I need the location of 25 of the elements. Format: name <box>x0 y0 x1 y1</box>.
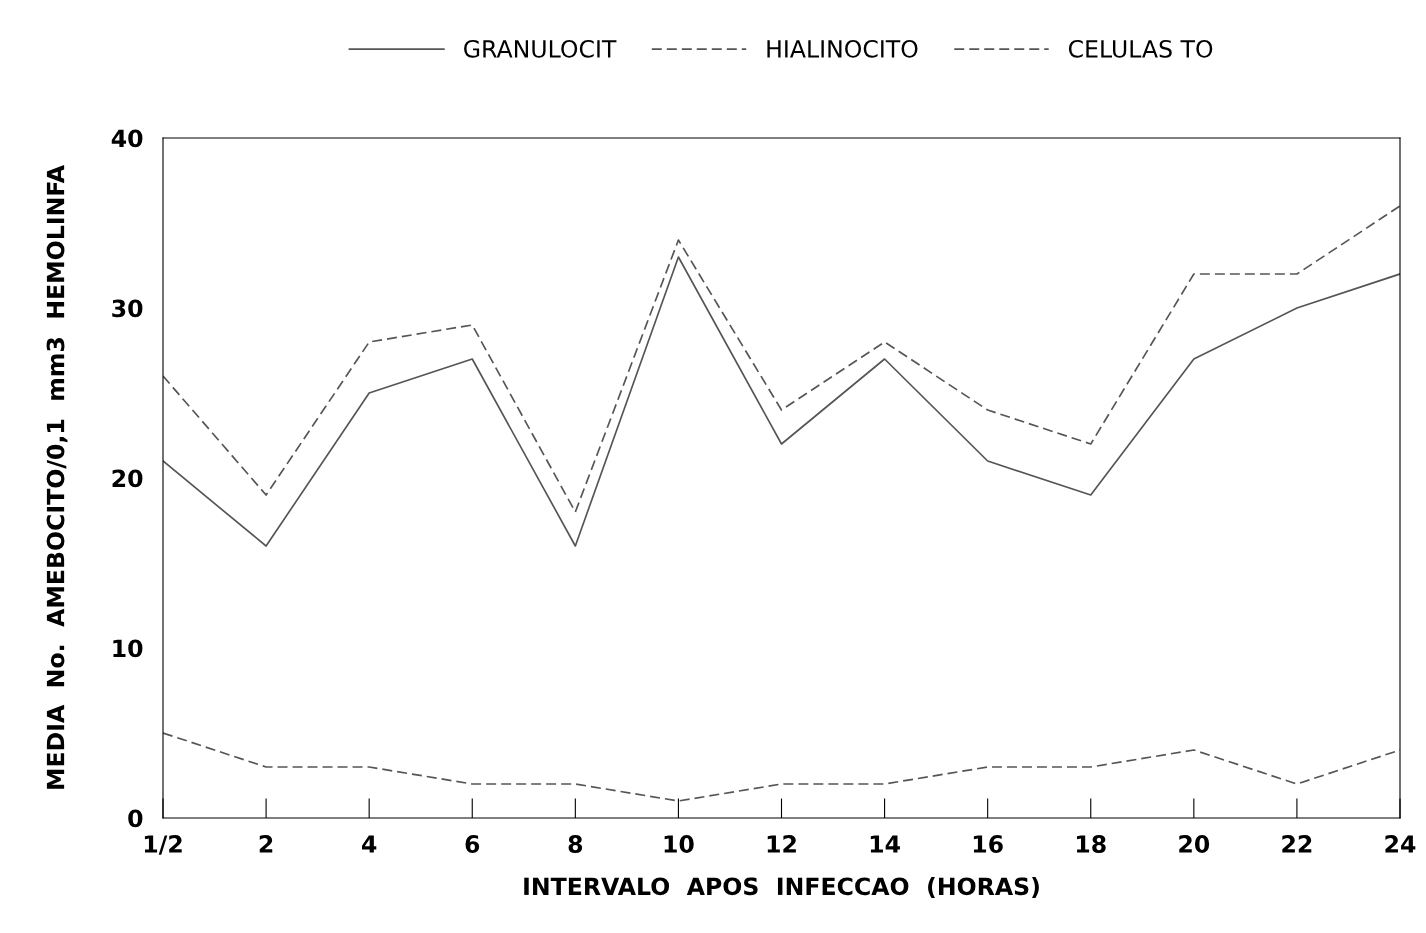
x-tick-label: 24 <box>1385 835 1416 853</box>
line-series <box>163 256 1400 547</box>
x-tick-label: 10 <box>664 835 694 853</box>
x-tick-label: 1/2 <box>144 835 182 855</box>
y-tick-label: 20 <box>112 469 143 488</box>
x-tick-label: 4 <box>362 835 377 853</box>
x-tick-label: 14 <box>870 835 900 853</box>
x-axis-title: INTERVALO APOS INFECCAO (HORAS) <box>524 876 1039 899</box>
line-series <box>163 205 1400 513</box>
x-tick-label: 2 <box>259 835 273 853</box>
legend-label: GRANULOCIT <box>464 39 617 58</box>
legend-label: CELULAS TO <box>1068 39 1213 58</box>
x-tick-label: 20 <box>1179 835 1210 853</box>
y-tick-label: 40 <box>111 129 143 148</box>
x-tick-label: 22 <box>1282 835 1312 853</box>
y-tick-label: 0 <box>128 809 143 828</box>
legend-label: HIALINOCITO <box>767 39 918 58</box>
y-axis-title: MEDIA No. AMEBOCITO/0,1 mm3 HEMOLINFA <box>46 165 68 789</box>
x-tick-label: 6 <box>465 835 480 853</box>
x-tick-label: 12 <box>767 835 796 853</box>
x-tick-label: 8 <box>568 835 583 853</box>
x-tick-label: 16 <box>973 835 1003 853</box>
y-tick-label: 30 <box>112 299 143 318</box>
x-tick-label: 18 <box>1076 835 1106 853</box>
y-tick-label: 10 <box>113 639 143 658</box>
